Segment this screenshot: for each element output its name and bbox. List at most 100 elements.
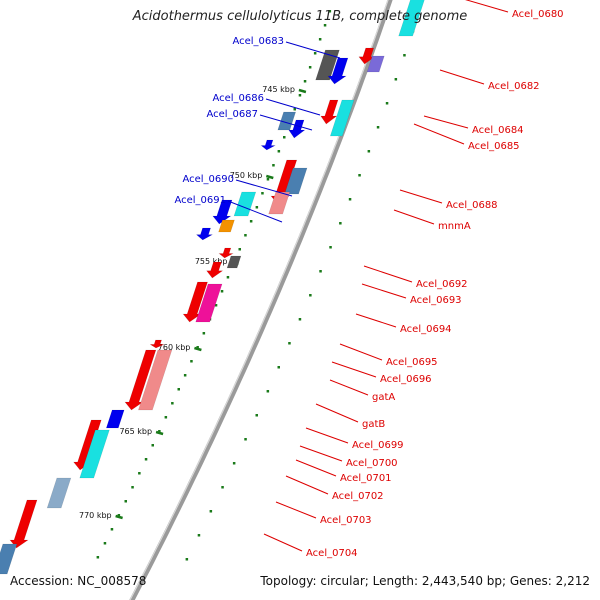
outer-scale-dot <box>376 126 380 129</box>
reverse-gene-leader-line <box>355 313 397 328</box>
reverse-gene-label: Acel_0703 <box>320 515 372 526</box>
map-title: Acidothermus cellulolyticus 11B, complet… <box>132 9 468 24</box>
reverse-gene-label: Acel_0704 <box>306 548 358 559</box>
scale-dot <box>190 360 193 363</box>
scale-dot <box>110 528 114 531</box>
scale-dot <box>144 458 148 461</box>
scale-dot <box>318 38 322 41</box>
scale-tick <box>298 88 307 94</box>
scale-dot <box>158 430 161 433</box>
reverse-gene-glyph <box>138 349 173 411</box>
outer-scale-dot <box>221 486 224 489</box>
reverse-gene-label: Acel_0694 <box>400 324 452 335</box>
reverse-gene-glyph <box>46 477 72 509</box>
reverse-gene-leader-line <box>263 533 303 552</box>
scale-dot <box>171 402 174 405</box>
reverse-gene-leader-line <box>285 475 329 495</box>
scale-tick-label: 760 kbp <box>158 343 191 352</box>
reverse-gene-label: Acel_0702 <box>332 491 384 502</box>
reverse-gene-label: Acel_0701 <box>340 473 392 484</box>
forward-gene-glyph <box>288 119 306 139</box>
forward-gene-glyph <box>218 219 235 233</box>
reverse-gene-glyph <box>195 283 223 323</box>
reverse-gene-glyph <box>149 339 165 349</box>
scale-dot <box>313 52 317 55</box>
forward-gene-label: Acel_0687 <box>206 109 258 120</box>
forward-gene-glyph <box>327 57 349 85</box>
scale-dot <box>214 304 218 307</box>
scale-tick-label: 755 kbp <box>195 257 228 266</box>
reverse-gene-leader-line <box>305 427 349 444</box>
scale-dot <box>183 374 187 377</box>
scale-dot <box>308 66 312 69</box>
scale-dot <box>96 556 100 559</box>
reverse-gene-glyph <box>366 55 385 73</box>
reverse-gene-leader-line <box>361 283 407 299</box>
forward-gene-glyph <box>260 139 277 151</box>
reverse-gene-label: Acel_0695 <box>386 357 438 368</box>
reverse-gene-leader-line <box>413 123 465 145</box>
outer-scale-dot <box>339 222 342 225</box>
forward-gene-leader-line <box>227 200 283 223</box>
reverse-gene-glyph <box>329 99 355 137</box>
forward-gene-glyph <box>315 49 340 81</box>
reverse-gene-label: Acel_0696 <box>380 374 432 385</box>
reverse-gene-label: Acel_0685 <box>468 141 520 152</box>
outer-scale-dot <box>244 438 247 441</box>
reverse-gene-leader-line <box>423 115 469 129</box>
scale-dot <box>164 416 168 419</box>
reverse-gene-leader-line <box>329 379 369 396</box>
reverse-gene-label: mnmA <box>438 221 471 232</box>
outer-scale-dot <box>319 270 322 273</box>
forward-gene-label: Acel_0691 <box>174 195 226 206</box>
reverse-gene-label: Acel_0700 <box>346 458 398 469</box>
forward-gene-label: Acel_0686 <box>212 93 264 104</box>
scale-dot <box>323 24 327 27</box>
genome-backbone <box>129 0 393 600</box>
reverse-gene-label: Acel_0692 <box>416 279 468 290</box>
outer-scale-dot <box>348 198 352 201</box>
accession-label: Accession: NC_008578 <box>10 574 147 588</box>
outer-scale-dot <box>185 558 189 561</box>
reverse-gene-leader-line <box>439 69 485 85</box>
reverse-gene-label: Acel_0699 <box>352 440 404 451</box>
forward-gene-glyph <box>195 227 214 241</box>
genome-backbone-highlight <box>129 0 389 600</box>
reverse-gene-glyph <box>124 349 157 411</box>
scale-tick-label: 750 kbp <box>230 171 263 180</box>
reverse-gene-label: gatB <box>362 419 385 430</box>
scale-dot <box>131 486 134 489</box>
scale-dot <box>226 276 230 279</box>
reverse-gene-glyph <box>206 261 224 279</box>
scale-dot <box>261 192 264 195</box>
forward-gene-label: Acel_0683 <box>232 36 284 47</box>
scale-dot <box>283 136 286 139</box>
reverse-gene-leader-line <box>465 0 509 13</box>
reverse-gene-glyph <box>398 0 426 37</box>
reverse-gene-glyph <box>218 247 235 259</box>
reverse-gene-glyph <box>268 191 291 215</box>
scale-dot <box>244 234 247 237</box>
outer-scale-dot <box>358 174 361 177</box>
reverse-gene-label: gatA <box>372 392 395 403</box>
reverse-gene-leader-line <box>299 445 343 462</box>
forward-gene-leader-line <box>265 98 321 116</box>
forward-gene-leader-line <box>259 114 313 131</box>
reverse-gene-leader-line <box>331 361 377 378</box>
outer-scale-dot <box>367 150 371 153</box>
reverse-gene-glyph <box>0 543 18 575</box>
scale-dot <box>138 472 141 475</box>
reverse-gene-glyph <box>284 167 308 195</box>
outer-scale-dot <box>266 390 270 393</box>
scale-dot <box>124 500 127 503</box>
reverse-gene-glyph <box>79 429 110 479</box>
outer-scale-dot <box>277 366 280 369</box>
forward-gene-glyph <box>233 191 257 217</box>
reverse-gene-label: Acel_0693 <box>410 295 462 306</box>
reverse-gene-glyph <box>182 281 208 323</box>
reverse-gene-leader-line <box>275 501 317 519</box>
scale-tick-label: 770 kbp <box>79 511 112 520</box>
scale-dot <box>151 444 154 447</box>
reverse-gene-leader-line <box>295 459 337 477</box>
